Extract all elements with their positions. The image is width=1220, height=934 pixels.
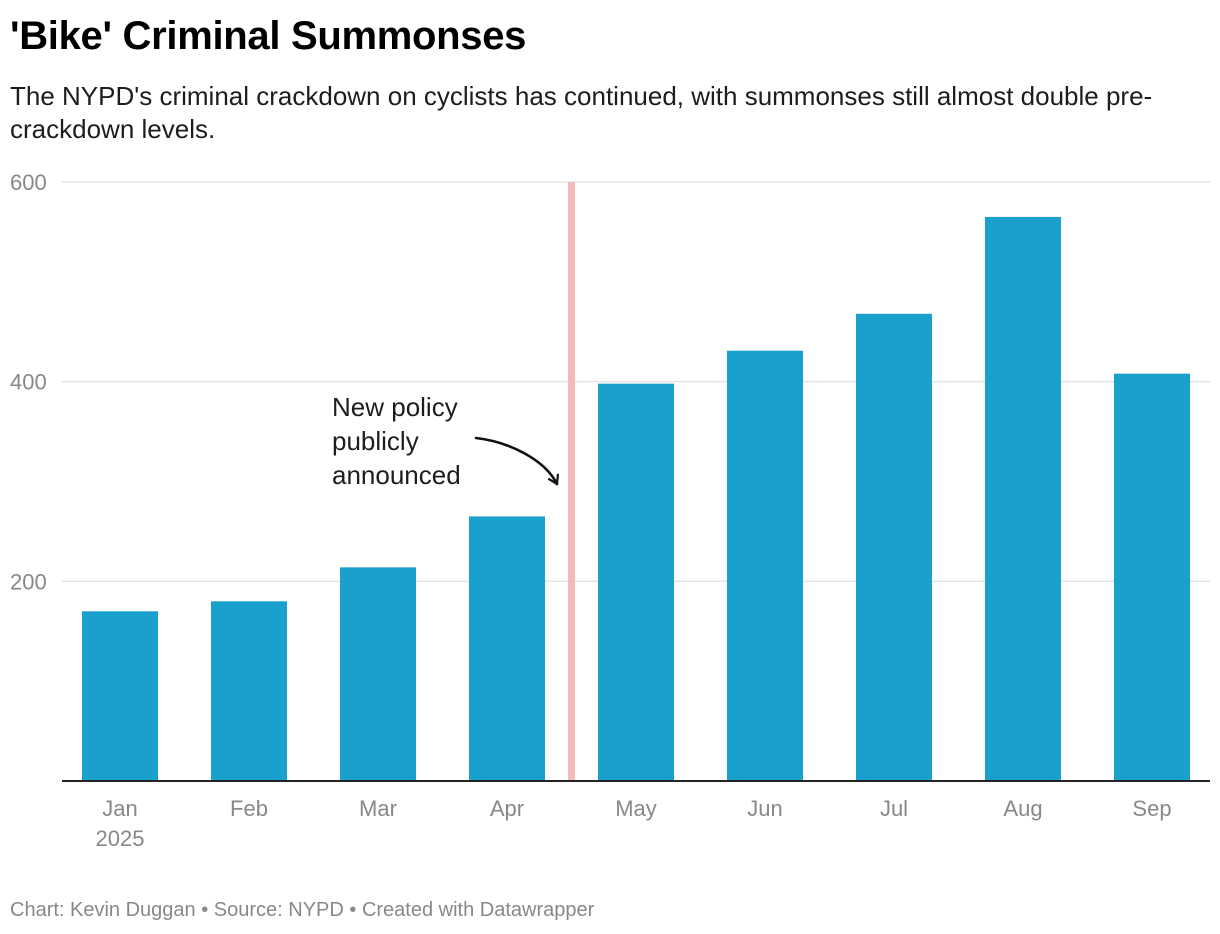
- x-tick-label-feb: Feb: [230, 796, 268, 821]
- x-tick-label-jun: Jun: [747, 796, 782, 821]
- annotation-line-1: New policy: [332, 392, 458, 422]
- axes: 200 400 600 Jan 2025 Feb Mar Apr May Jun Jul Aug Sep: [10, 170, 1210, 851]
- bars: [82, 216, 1190, 782]
- x-tick-label-apr: Apr: [490, 796, 524, 821]
- x-tick-label-sep: Sep: [1132, 796, 1171, 821]
- annotation-line-3: announced: [332, 460, 461, 490]
- chart-footer: Chart: Kevin Duggan • Source: NYPD • Cre…: [10, 899, 595, 921]
- annotation-line-2: publicly: [332, 426, 419, 456]
- policy-marker-line: [568, 182, 575, 781]
- bar-jun: [727, 350, 803, 781]
- y-tick-label-600: 600: [10, 170, 47, 195]
- chart-title: 'Bike' Criminal Summonses: [10, 14, 527, 58]
- bar-mar: [340, 567, 416, 781]
- y-tick-label-200: 200: [10, 569, 47, 594]
- annotation-arrow: [474, 436, 557, 486]
- bar-jul: [856, 313, 932, 781]
- annotation-group: New policy publicly announced: [332, 392, 557, 490]
- policy-marker-group: [568, 182, 575, 781]
- bar-apr: [469, 516, 545, 781]
- bar-may: [598, 383, 674, 781]
- x-tick-label-jul: Jul: [880, 796, 908, 821]
- bar-sep: [1114, 373, 1190, 781]
- x-tick-label-aug: Aug: [1003, 796, 1042, 821]
- chart-subtitle: The NYPD's criminal crackdown on cyclist…: [10, 81, 1153, 144]
- bar-aug: [985, 216, 1061, 782]
- x-tick-label-may: May: [615, 796, 657, 821]
- x-tick-sublabel-jan: 2025: [96, 826, 145, 851]
- x-tick-label-jan: Jan: [102, 796, 137, 821]
- bar-jan: [82, 611, 158, 781]
- x-tick-label-mar: Mar: [359, 796, 397, 821]
- bar-feb: [211, 601, 287, 781]
- y-tick-label-400: 400: [10, 370, 47, 395]
